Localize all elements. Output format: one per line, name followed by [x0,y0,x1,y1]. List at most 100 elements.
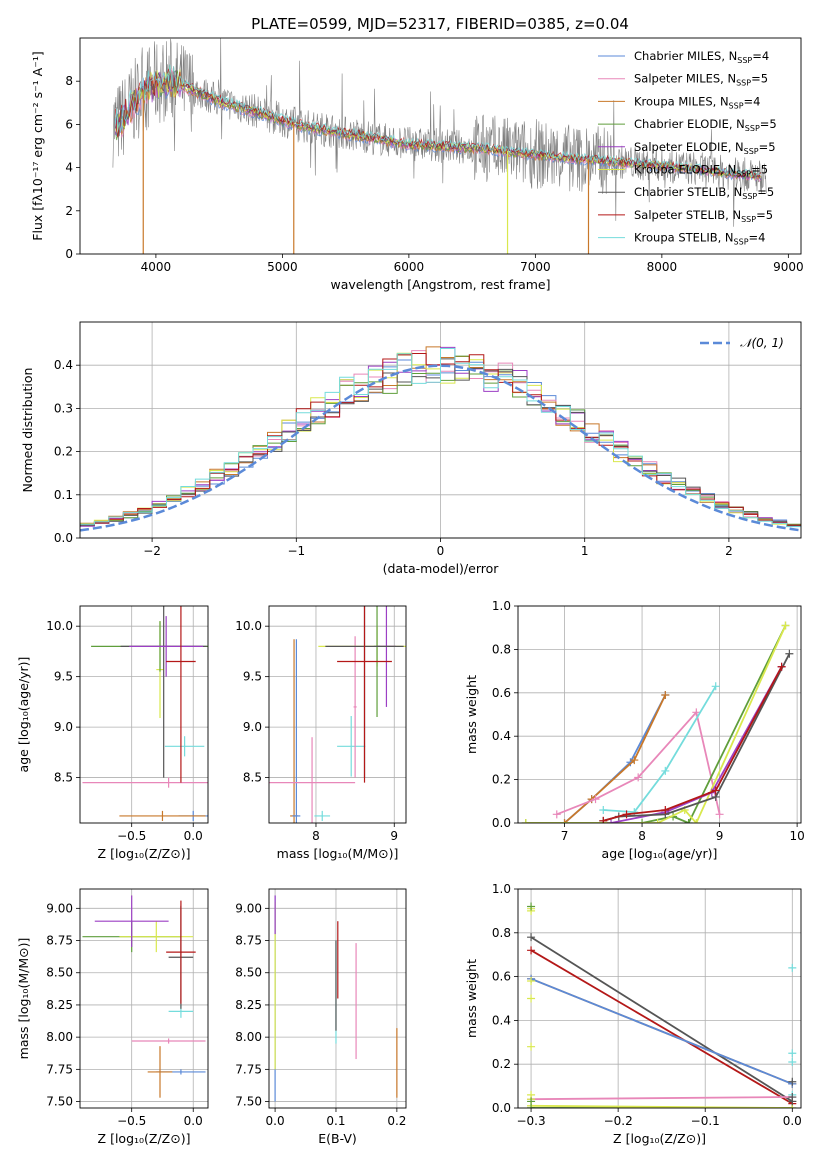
y-tick-label: 8.75 [46,934,73,948]
y-tick-label: 0.1 [54,488,73,502]
axes-Z_weight: −0.3 −0.2 −0.1 0.0 0.0 0.2 0.4 0.6 0.8 1.0 Z [log₁… [464,882,802,1146]
series-line [530,949,793,1105]
legend-label: 𝒩(0, 1) [740,336,784,350]
x-tick-label: −0.1 [691,1114,720,1128]
series-marker [527,1104,536,1108]
y-tick-label: 9.0 [243,720,262,734]
series-marker [630,756,639,765]
y-tick-label: 7.50 [235,1095,262,1109]
series-line [563,694,667,823]
plot-frame [268,605,407,824]
x-tick-label: 7000 [520,260,551,274]
plot-frame [268,888,407,1109]
x-tick-label: 8 [312,829,320,843]
y-tick-label: 0.4 [492,1013,511,1027]
legend-count: =4 [752,49,769,63]
x-tick-label: 8 [638,829,646,843]
x-tick-label: 0.0 [266,1114,285,1128]
y-tick-label: 0.4 [54,358,73,372]
series-marker [692,708,701,717]
series-marker [560,819,569,823]
legend-label: Salpeter STELIB, NSSP=5 [634,208,773,224]
y-axis-label: age [log₁₀(age/yr)] [16,657,31,773]
figure-title: PLATE=0599, MJD=52317, FIBERID=0385, z=0… [251,15,629,33]
model-spectrum-line [115,64,761,178]
series-marker [521,819,530,823]
plot-frame [79,321,802,539]
series-line [530,977,793,1085]
legend-label: Kroupa STELIB, NSSP=4 [634,231,765,247]
x-tick-label: 9 [390,829,398,843]
series-marker [653,819,662,823]
y-tick-label: 9.0 [54,720,73,734]
x-tick-label: 9 [716,829,724,843]
x-tick-label: 7 [561,829,569,843]
legend-count: =5 [751,72,768,86]
series-line [530,936,793,1103]
series-marker [785,649,794,658]
model-spectrum-line [115,70,761,179]
y-tick-label: 7.75 [46,1062,73,1076]
y-tick-label: 2 [65,204,73,218]
x-axis-label: (data-model)/error [383,561,500,576]
series-marker [527,902,536,911]
x-axis-label: wavelength [Angstrom, rest frame] [330,277,550,292]
x-tick-label: −0.2 [604,1114,633,1128]
legend-label: Kroupa MILES, NSSP=4 [634,94,760,110]
legend-count: =5 [756,208,773,222]
series-marker [711,786,720,795]
x-axis-label: E(B-V) [318,1131,357,1146]
y-tick-label: 4 [65,161,73,175]
y-tick-label: 1.0 [492,599,511,613]
x-tick-label: −1 [287,544,305,558]
x-tick-label: 5000 [267,260,298,274]
series-marker [527,976,536,985]
legend-sub: SSP [729,101,744,110]
errorbars-Z_age [82,606,208,821]
series-marker [527,1042,536,1051]
legend-count: =5 [751,163,768,177]
x-tick-label: −0.5 [117,829,146,843]
legend-sub: SSP [737,56,752,65]
plot-frame [79,605,209,824]
legend-count: =4 [749,231,766,245]
errorbars-mass_age [269,606,406,823]
spectrum-lines [112,38,767,254]
y-tick-label: 8.00 [46,1030,73,1044]
series-marker [777,662,786,671]
legend-label: Salpeter ELODIE, NSSP=5 [634,140,776,156]
y-tick-label: 8.25 [46,998,73,1012]
series-marker [661,766,670,775]
lines-age_weight [521,621,794,823]
series-marker [692,819,701,823]
series-marker [634,773,643,782]
series-line [531,1096,793,1101]
legend-sub: SSP [744,147,759,156]
legend-label: Chabrier ELODIE, NSSP=5 [634,117,777,133]
series-marker [711,682,720,691]
x-tick-label: 0.2 [387,1114,406,1128]
x-axis-label: mass [log₁₀(M/M⊙)] [277,846,399,861]
series-marker [599,805,608,814]
series-marker [788,1058,797,1067]
series-marker [788,963,797,972]
y-tick-label: 8.5 [54,771,73,785]
series-marker [622,810,631,819]
y-tick-label: 8.50 [235,966,262,980]
errorbars-Z_mass [82,895,206,1098]
x-tick-label: 0.0 [783,1114,802,1128]
y-tick-label: 9.00 [46,901,73,915]
axes-mass_age: 8 9 8.5 9.0 9.5 10.0 mass [log₁₀(M/M⊙)] [235,606,406,861]
x-tick-label: 2 [725,544,733,558]
y-tick-label: 0.6 [492,970,511,984]
x-tick-label: 0.0 [184,1114,203,1128]
y-tick-label: 0.2 [492,1057,511,1071]
series-marker [607,819,616,823]
series-marker [527,946,536,955]
histogram-step [80,348,801,528]
y-tick-label: 8.5 [243,771,262,785]
y-tick-label: 9.5 [54,670,73,684]
legend-label: Chabrier STELIB, NSSP=5 [634,185,774,201]
legend-sub: SSP [736,79,751,88]
x-tick-label: 1 [581,544,589,558]
